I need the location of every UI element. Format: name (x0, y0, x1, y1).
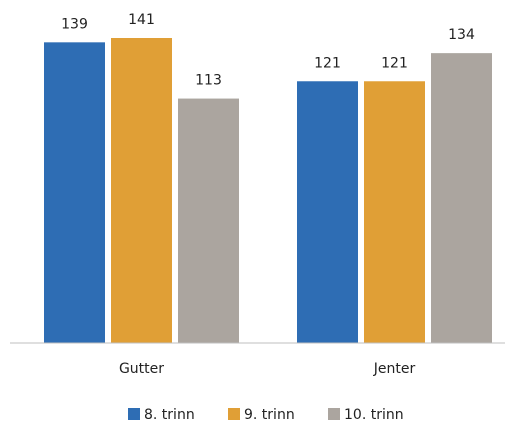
bars-layer (44, 38, 492, 344)
data-label: 113 (195, 73, 222, 89)
data-label: 141 (128, 12, 155, 28)
legend-label-2: 9. trinn (244, 407, 295, 423)
data-label: 121 (381, 55, 408, 71)
data-label: 121 (314, 55, 341, 71)
data-label: 134 (448, 27, 475, 43)
category-label-gutter: Gutter (119, 361, 164, 377)
bar-jenter-series-2 (364, 81, 425, 343)
bar-jenter-series-1 (297, 81, 358, 343)
legend: 8. trinn 9. trinn 10. trinn (128, 407, 404, 423)
data-label: 139 (61, 16, 88, 32)
value-labels-layer: 139 141 113 121 121 134 (61, 12, 475, 89)
legend-swatch-3 (328, 408, 340, 420)
legend-swatch-1 (128, 408, 140, 420)
legend-swatch-2 (228, 408, 240, 420)
bar-jenter-series-3 (431, 53, 492, 343)
legend-label-3: 10. trinn (344, 407, 404, 423)
category-labels-layer: Gutter Jenter (119, 361, 416, 377)
legend-label-1: 8. trinn (144, 407, 195, 423)
bar-gutter-series-1 (44, 42, 105, 344)
bar-gutter-series-2 (111, 38, 172, 343)
bar-gutter-series-3 (178, 98, 239, 343)
category-label-jenter: Jenter (373, 361, 416, 377)
